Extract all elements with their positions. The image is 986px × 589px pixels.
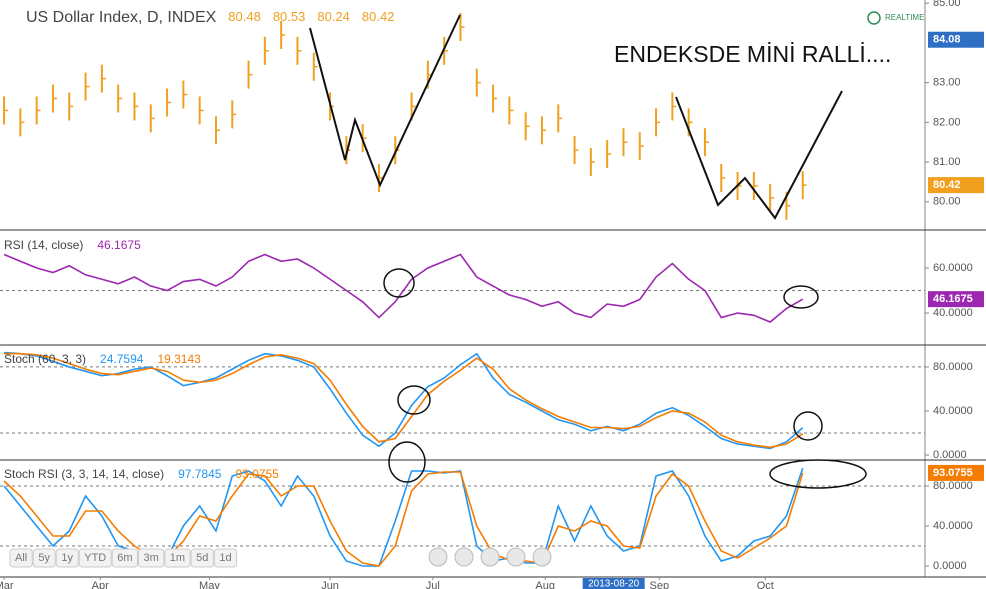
range-button-label[interactable]: 1m (170, 552, 185, 564)
y-tick-label: 85.00 (933, 0, 961, 9)
time-axis-bg (0, 578, 986, 589)
last-value-label: 80.42 (933, 179, 961, 191)
x-tick-label: Jul (426, 580, 440, 589)
x-tick-label: Sep (650, 580, 670, 589)
ohlc-value: 80.42 (362, 9, 395, 24)
scroll-right[interactable] (532, 547, 552, 567)
y-tick-label: 80.0000 (933, 361, 973, 373)
price-marker-box (928, 31, 984, 48)
range-button-label[interactable]: 6m (117, 552, 132, 564)
indicator-line (4, 351, 804, 450)
price-marker-label: 84.08 (933, 34, 961, 46)
range-button[interactable] (164, 548, 191, 568)
circle-mark (793, 411, 823, 441)
pane-header: Stoch RSI (3, 3, 14, 14, close) 97.7845 93… (4, 467, 279, 481)
range-button[interactable] (213, 548, 238, 568)
ohlc-value: 80.48 (228, 9, 261, 24)
x-tick-label: Aug (535, 580, 555, 589)
ohlc-value: 80.24 (317, 9, 350, 24)
range-button[interactable] (9, 548, 33, 568)
x-tick-label: Apr (92, 580, 109, 589)
hand-drawn-annotations (309, 14, 867, 489)
realtime-icon (867, 11, 881, 25)
x-tick-label: May (199, 580, 220, 589)
header-value: 97.7845 (178, 467, 222, 481)
y-tick-label: 40.0000 (933, 520, 973, 532)
pane-title: Stoch RSI (3, 3, 14, 14, close) (4, 467, 164, 481)
header-value: 19.3143 (157, 352, 201, 366)
range-button[interactable] (138, 548, 165, 568)
pane-title: RSI (14, close) (4, 238, 83, 252)
last-value-label: 93.0755 (933, 467, 973, 479)
circle-mark (769, 459, 867, 489)
x-tick-label: Jun (321, 580, 339, 589)
y-tick-label: 0.0000 (933, 560, 967, 572)
annotation-text: ENDEKSDE MİNİ RALLİ.... (614, 41, 891, 67)
range-button-label[interactable]: 5y (38, 552, 50, 564)
pane-header: US Dollar Index, D, INDEX 80.48 80.53 80.24… (26, 9, 394, 26)
last-value-box (928, 177, 984, 194)
indicator-line (4, 352, 804, 449)
cursor-date-box (582, 578, 645, 589)
y-tick-label: 0.0000 (933, 449, 967, 461)
circle-mark (383, 268, 415, 298)
y-tick-label: 40.0000 (933, 307, 973, 319)
header-value: 24.7594 (100, 352, 144, 366)
zigzag-line (675, 90, 843, 220)
pane-header: RSI (14, close) 46.1675 (4, 238, 141, 252)
last-value-label: 46.1675 (933, 293, 973, 305)
zigzag-line (309, 14, 461, 188)
zoom-in[interactable] (506, 547, 526, 567)
scroll-left[interactable] (428, 547, 448, 567)
range-button[interactable] (78, 548, 112, 568)
range-button-label[interactable]: All (15, 552, 27, 564)
pane-header: Stoch (60, 3, 3) 24.7594 19.3143 (4, 352, 201, 366)
header-value: 46.1675 (97, 238, 141, 252)
x-tick-label: Mar (0, 580, 14, 589)
zoom-out[interactable] (454, 547, 474, 567)
realtime-label: REALTIME (885, 13, 924, 22)
range-button-label[interactable]: YTD (84, 552, 106, 564)
circle-mark (388, 441, 426, 483)
circle-mark (397, 385, 431, 415)
pane-title: US Dollar Index, D, INDEX (26, 9, 217, 26)
circle-mark (783, 285, 819, 309)
navigation-icons[interactable] (428, 547, 552, 567)
header-value: 93.0755 (235, 467, 279, 481)
indicator-line (3, 253, 804, 323)
range-button-label[interactable]: 3m (144, 552, 159, 564)
y-tick-label: 80.00 (933, 196, 961, 208)
range-button-label[interactable]: 1y (61, 552, 73, 564)
y-tick-label: 81.00 (933, 156, 961, 168)
reset[interactable] (480, 547, 500, 567)
range-button-label[interactable]: 1d (219, 552, 231, 564)
cursor-date-label: 2013-08-20 (588, 579, 640, 589)
indicator-line (3, 471, 804, 567)
y-tick-label: 83.00 (933, 77, 961, 89)
y-tick-label: 40.0000 (933, 405, 973, 417)
last-value-box (928, 464, 984, 481)
range-button-label[interactable]: 5d (196, 552, 208, 564)
last-value-box (928, 291, 984, 308)
y-tick-label: 80.0000 (933, 480, 973, 492)
range-button[interactable] (55, 548, 79, 568)
y-tick-label: 60.0000 (933, 262, 973, 274)
range-button[interactable] (190, 548, 214, 568)
pane-title: Stoch (60, 3, 3) (4, 352, 86, 366)
range-button[interactable] (32, 548, 56, 568)
range-button[interactable] (111, 548, 139, 568)
y-tick-label: 82.00 (933, 116, 961, 128)
x-tick-label: Oct (757, 580, 774, 589)
ohlc-value: 80.53 (273, 9, 306, 24)
